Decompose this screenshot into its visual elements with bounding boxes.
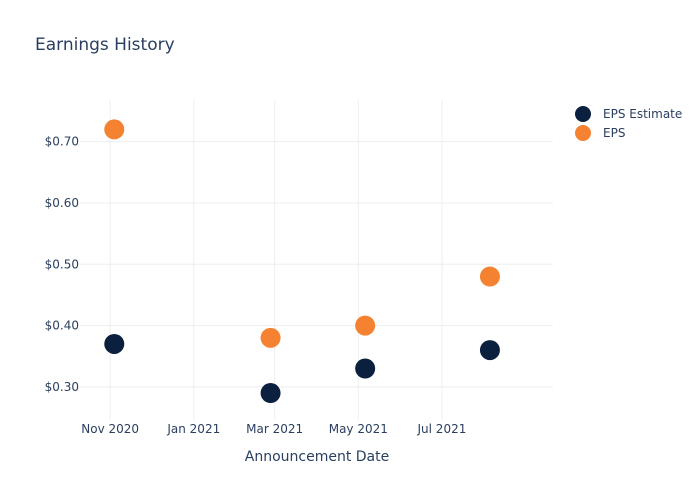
- y-tick-label: $0.60: [45, 196, 79, 210]
- eps-estimate-point[interactable]: [104, 333, 125, 354]
- y-axis-ticks: $0.30 $0.40 $0.50 $0.60 $0.70: [45, 135, 79, 394]
- x-tick-label: Nov 2020: [81, 422, 139, 436]
- eps-point[interactable]: [479, 266, 500, 287]
- legend: EPS Estimate EPS: [575, 106, 682, 141]
- eps-estimate-point[interactable]: [355, 358, 376, 379]
- legend-label-eps[interactable]: EPS: [603, 126, 625, 140]
- data-points: [104, 119, 500, 404]
- y-tick-label: $0.70: [45, 135, 79, 149]
- legend-marker-eps[interactable]: [575, 125, 591, 141]
- x-tick-label: Jan 2021: [166, 422, 220, 436]
- eps-point[interactable]: [355, 315, 376, 336]
- eps-point[interactable]: [260, 327, 281, 348]
- chart-title: Earnings History: [35, 35, 175, 55]
- y-tick-label: $0.50: [45, 257, 79, 271]
- y-tick-label: $0.40: [45, 319, 79, 333]
- eps-estimate-point[interactable]: [260, 383, 281, 404]
- eps-point[interactable]: [104, 119, 125, 140]
- grid-lines: [80, 100, 553, 420]
- x-axis-title: Announcement Date: [245, 449, 389, 465]
- legend-label-eps-estimate[interactable]: EPS Estimate: [603, 107, 682, 121]
- y-tick-label: $0.30: [45, 380, 79, 394]
- x-tick-label: May 2021: [329, 422, 388, 436]
- x-tick-label: Jul 2021: [417, 422, 467, 436]
- legend-marker-eps-estimate[interactable]: [575, 106, 591, 122]
- x-axis-ticks: Nov 2020 Jan 2021 Mar 2021 May 2021 Jul 2021: [81, 422, 466, 436]
- eps-estimate-point[interactable]: [479, 340, 500, 361]
- x-tick-label: Mar 2021: [246, 422, 303, 436]
